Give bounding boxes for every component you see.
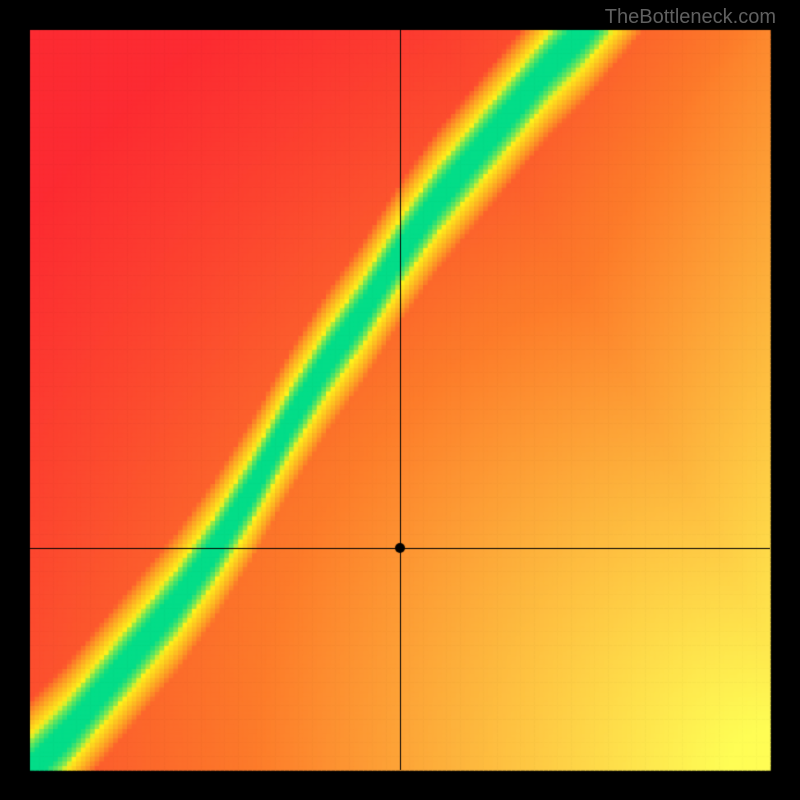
watermark-text: TheBottleneck.com: [605, 6, 776, 29]
chart-container: TheBottleneck.com: [0, 0, 800, 800]
bottleneck-heatmap-canvas: [0, 0, 800, 800]
